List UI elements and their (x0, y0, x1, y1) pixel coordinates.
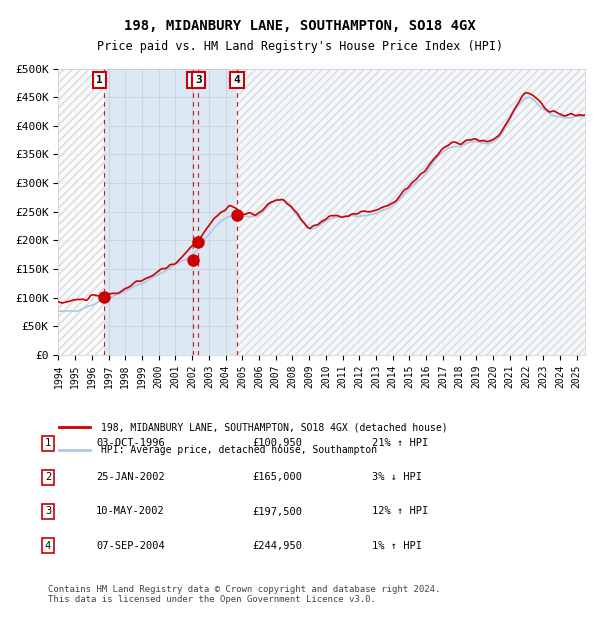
Text: 3% ↓ HPI: 3% ↓ HPI (372, 472, 422, 482)
Bar (58, 69, 104, 355)
Text: 25-JAN-2002: 25-JAN-2002 (96, 472, 165, 482)
Text: £244,950: £244,950 (252, 541, 302, 551)
Bar (104, 69, 193, 355)
Text: Contains HM Land Registry data © Crown copyright and database right 2024.
This d: Contains HM Land Registry data © Crown c… (48, 585, 440, 604)
Text: £100,950: £100,950 (252, 438, 302, 448)
Text: 4: 4 (45, 541, 51, 551)
Text: HPI: Average price, detached house, Southampton: HPI: Average price, detached house, Sout… (101, 445, 377, 455)
Text: 21% ↑ HPI: 21% ↑ HPI (372, 438, 428, 448)
Text: 4: 4 (234, 75, 241, 85)
Text: 10-MAY-2002: 10-MAY-2002 (96, 507, 165, 516)
Text: 3: 3 (195, 75, 202, 85)
Bar (193, 69, 237, 355)
Bar (237, 69, 585, 355)
Text: £165,000: £165,000 (252, 472, 302, 482)
Text: 1: 1 (96, 75, 103, 85)
Bar (58, 69, 104, 355)
Text: 1% ↑ HPI: 1% ↑ HPI (372, 541, 422, 551)
Text: 198, MIDANBURY LANE, SOUTHAMPTON, SO18 4GX (detached house): 198, MIDANBURY LANE, SOUTHAMPTON, SO18 4… (101, 422, 448, 432)
Text: 2: 2 (45, 472, 51, 482)
Text: 07-SEP-2004: 07-SEP-2004 (96, 541, 165, 551)
Text: 3: 3 (45, 507, 51, 516)
Text: 198, MIDANBURY LANE, SOUTHAMPTON, SO18 4GX: 198, MIDANBURY LANE, SOUTHAMPTON, SO18 4… (124, 19, 476, 33)
Text: 03-OCT-1996: 03-OCT-1996 (96, 438, 165, 448)
Text: 2: 2 (190, 75, 197, 85)
Text: 12% ↑ HPI: 12% ↑ HPI (372, 507, 428, 516)
Text: Price paid vs. HM Land Registry's House Price Index (HPI): Price paid vs. HM Land Registry's House … (97, 40, 503, 53)
Text: £197,500: £197,500 (252, 507, 302, 516)
Text: 1: 1 (45, 438, 51, 448)
